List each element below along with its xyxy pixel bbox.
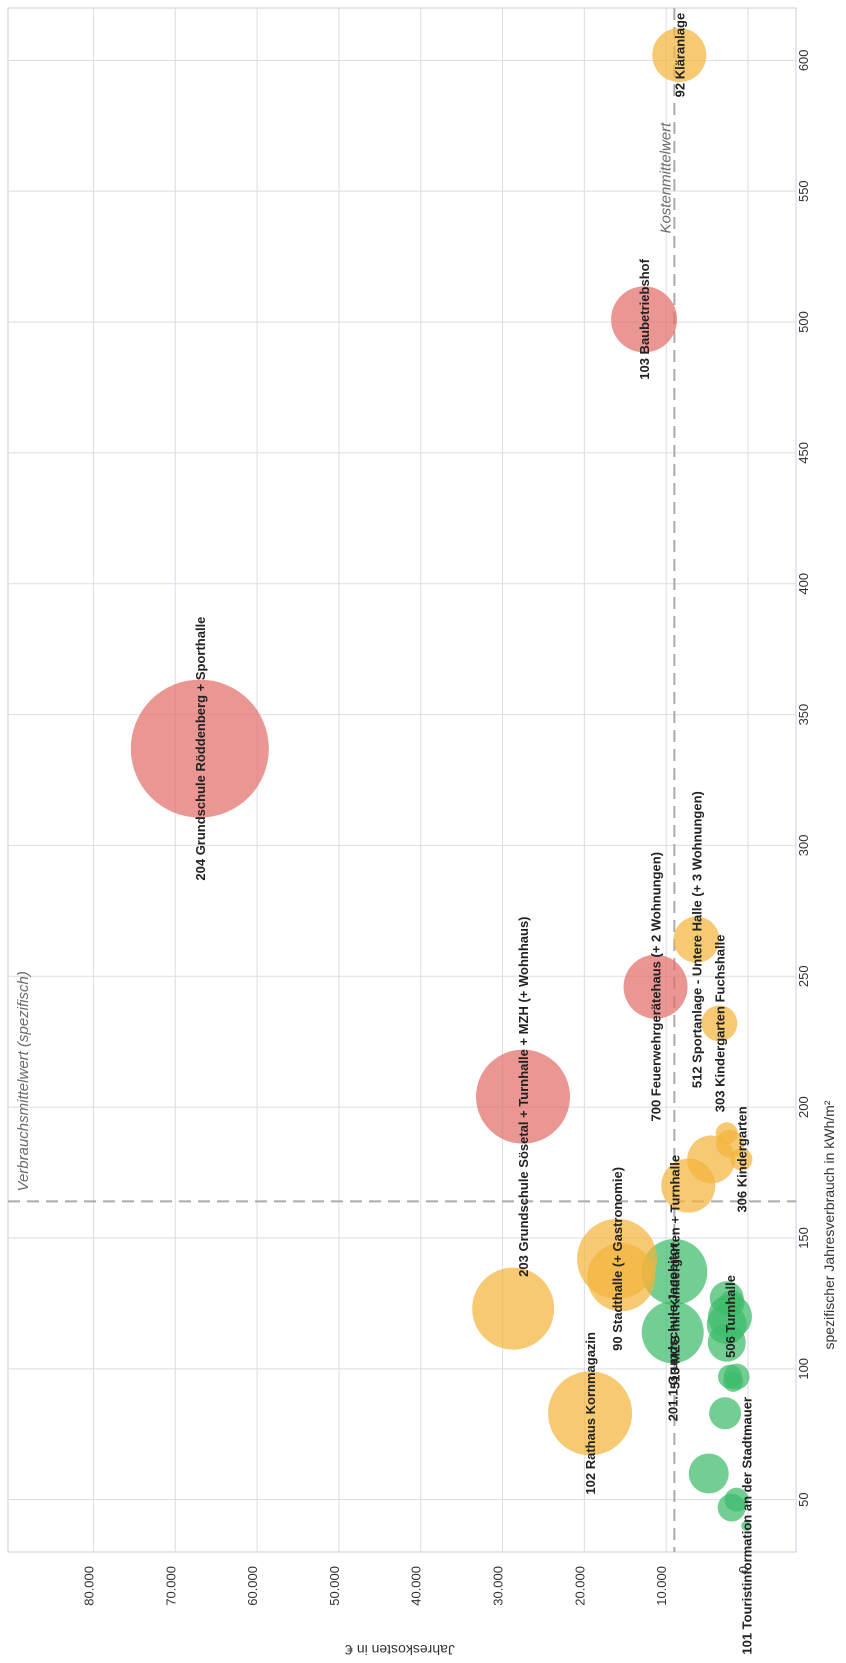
x-tick-label: 450 [796,442,811,464]
bubble-label: 203 Grundschule Sösetal + Turnhalle + MZ… [516,916,531,1276]
x-tick-label: 500 [796,311,811,333]
y-tick-label: 80.000 [81,1566,96,1606]
bubble [673,916,720,963]
bubble [623,954,688,1019]
cost-mean-label: Kostenmittelwert [657,122,674,234]
bubble [709,1281,744,1316]
bubble [641,1238,708,1305]
bubble-label: 90 Stadthalle (+ Gastronomie) [610,1167,625,1351]
bubble [472,1267,555,1350]
x-axis-ticks: 50 100 150 200 250 300 350 400 450 500 550 600 [796,49,811,1506]
y-tick-label: 40.000 [409,1566,424,1606]
bubble-label: 101 Touristinformation an der Stadtmauer [739,1397,754,1655]
x-axis-title: spezifischer Jahresverbrauch in kWh/m² [821,1100,837,1349]
y-tick-label: 30.000 [491,1566,506,1606]
x-tick-label: 550 [796,180,811,202]
consumption-mean-label: Verbrauchsmittelwert (spezifisch) [15,971,32,1191]
x-tick-label: 100 [796,1358,811,1380]
bubble [130,679,269,818]
reference-lines [8,8,796,1552]
bubble [741,1520,752,1531]
y-tick-label: 70.000 [163,1566,178,1606]
bubble-label: 201.1 Grundschule Jacobitor [666,1243,681,1421]
bubbles [130,28,753,1531]
y-tick-label: 10.000 [654,1566,669,1606]
x-tick-label: 300 [796,835,811,857]
bubble [476,1049,570,1144]
y-tick-label: 0 [736,1566,751,1573]
bubble-label: 92 Kläranlage [672,13,687,98]
bubble-label: 103 Baubetriebshof [637,258,652,379]
x-tick-label: 50 [796,1492,811,1506]
bubble-label: 512 Sportanlage - Untere Halle (+ 3 Wohn… [689,791,704,1088]
bubble [548,1371,633,1456]
bubble-label: 204 Grundschule Röddenberg + Sporthalle [193,617,208,881]
bubble [709,1397,742,1430]
y-tick-label: 60.000 [245,1566,260,1606]
bubble [715,1122,738,1145]
x-tick-label: 350 [796,704,811,726]
x-tick-label: 150 [796,1227,811,1249]
bubble [724,1487,749,1512]
bubble-label: 513 MZG mit Kindergarten + Turnhalle [667,1155,682,1389]
y-tick-label: 50.000 [327,1566,342,1606]
x-tick-label: 400 [796,573,811,595]
bubble [701,1005,738,1042]
bubble-labels: 101 Touristinformation an der Stadtmauer… [193,13,755,1655]
bubble [611,286,678,353]
bubble [641,1301,704,1364]
x-tick-label: 600 [796,49,811,71]
y-axis-ticks: 0 10.000 20.000 30.000 40.000 50.000 60.000 70.… [81,1566,751,1606]
bubble [718,1364,742,1389]
x-tick-label: 200 [796,1096,811,1118]
bubble-label: 306 Kindergarten [734,1106,749,1212]
y-tick-label: 20.000 [572,1566,587,1606]
x-tick-label: 250 [796,965,811,987]
bubble-label: 700 Feuerwehrgerätehaus (+ 2 Wohnungen) [649,852,664,1122]
bubble-label: 102 Rathaus Kornmagazin [583,1332,598,1495]
bubble [577,1218,658,1299]
bubble-label: 303 Kindergarten Fuchshalle [712,935,727,1113]
bubble [652,28,707,83]
bubble-label: 506 Turnhalle [723,1275,738,1358]
bubble [688,1453,729,1494]
y-axis-title: Jahreskosten in € [345,1642,455,1658]
